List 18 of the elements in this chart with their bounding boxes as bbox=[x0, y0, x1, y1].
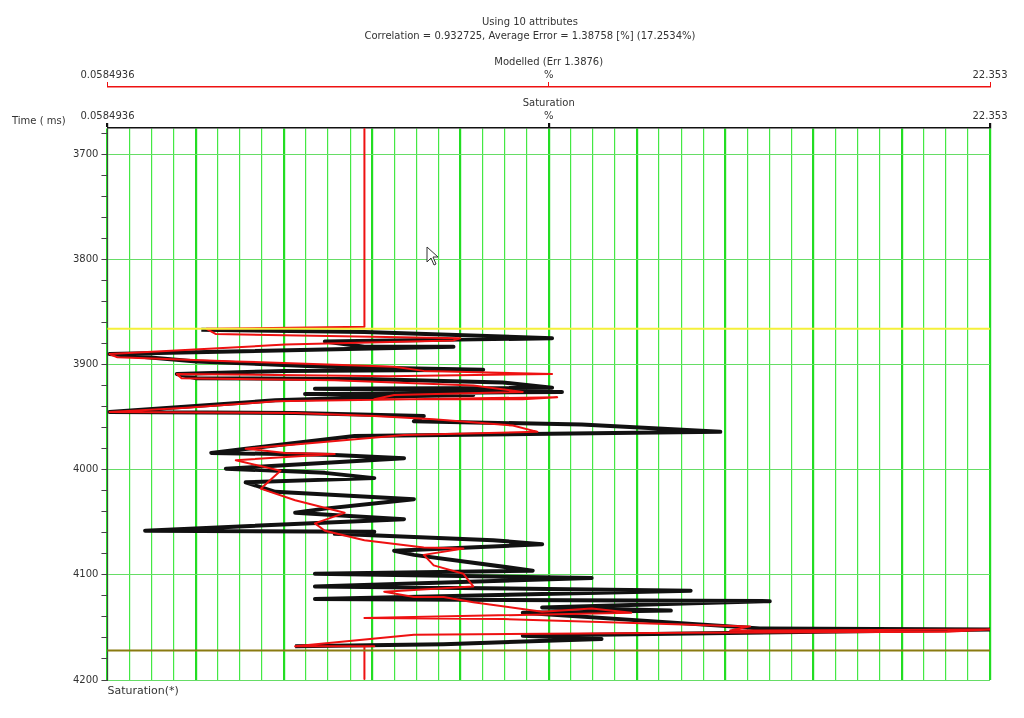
x2-axis-title: Modelled (Err 1.3876) bbox=[494, 55, 604, 67]
chart-title: Using 10 attributes bbox=[482, 15, 578, 27]
text: Saturation(*) bbox=[107, 684, 179, 698]
y-tick-label: 4100 bbox=[73, 568, 99, 580]
y-tick-label: 3800 bbox=[73, 253, 99, 265]
x2-tick-label: 0.0584936 bbox=[80, 109, 135, 121]
y-tick-label: 3700 bbox=[73, 147, 99, 159]
y-tick-label: 4000 bbox=[73, 463, 99, 475]
x-tick-label: % bbox=[543, 68, 554, 80]
y-tick-label: 3900 bbox=[73, 358, 99, 370]
x-tick-label: 22.353 bbox=[972, 68, 1008, 80]
x2-tick-label: % bbox=[543, 109, 554, 121]
x2-tick-label: 22.353 bbox=[972, 109, 1008, 121]
y-tick-label: 4200 bbox=[73, 673, 99, 685]
y-axis-title: Time ( ms) bbox=[11, 114, 66, 126]
x-axis-title: Saturation bbox=[522, 96, 575, 108]
chart-subtitle: Correlation = 0.932725, Average Error = 1.38758 [%] (17.2534%) bbox=[364, 29, 696, 41]
x-tick-label: 0.0584936 bbox=[80, 68, 135, 80]
